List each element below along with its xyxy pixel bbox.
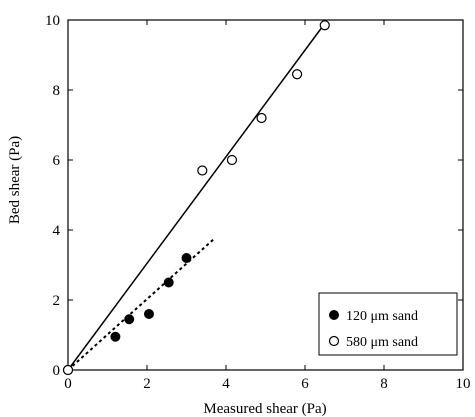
x-axis-title: Measured shear (Pa) [203,401,326,417]
y-tick-label: 0 [53,363,61,379]
x-tick-label: 4 [222,376,230,392]
y-tick-label: 10 [45,13,60,29]
data-point-series-0 [143,309,154,319]
data-point-series-0 [181,253,192,263]
legend-box [318,292,458,356]
data-point-series-1 [319,20,330,31]
y-tick-label: 2 [53,293,61,309]
data-point-series-0 [163,277,174,288]
fit-line-series-0 [67,238,215,371]
y-tick-label: 6 [53,153,61,169]
x-tick-label: 2 [143,376,151,392]
x-tick-label: 8 [380,376,388,392]
legend-marker-580-um [328,335,340,347]
data-point-series-0 [110,331,121,342]
data-point-series-1 [292,69,303,80]
x-tick-label: 6 [301,376,309,392]
x-tick-label: 0 [64,376,72,392]
data-point-series-1 [197,165,208,176]
y-tick-label: 8 [53,83,61,99]
legend: 120 μm sand 580 μm sand [318,292,458,356]
plot-frame [67,19,464,371]
x-tick-label: 10 [456,376,471,392]
y-axis-ticks: 0 2 4 6 8 10 [45,13,463,379]
legend-marker-120-um [329,310,339,320]
data-point-series-1 [226,154,238,166]
plot-area [67,19,464,371]
x-axis-ticks: 0 2 4 6 8 10 [64,20,471,392]
data-point-series-1 [62,364,74,376]
y-axis-title: Bed shear (Pa) [7,136,23,224]
legend-label-580-um: 580 μm sand [346,335,418,350]
y-tick-label: 4 [53,223,61,239]
data-point-series-0 [124,314,135,325]
data-points [62,20,330,376]
fit-lines [67,23,326,371]
data-point-series-1 [256,112,267,124]
fit-line-series-1 [67,23,326,371]
legend-label-120-um: 120 μm sand [346,309,418,324]
